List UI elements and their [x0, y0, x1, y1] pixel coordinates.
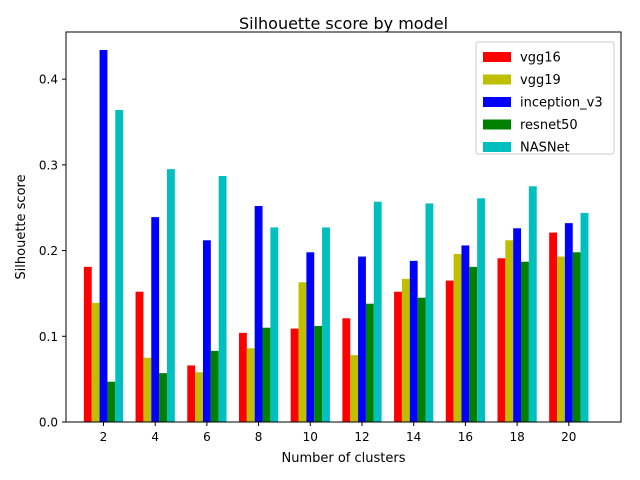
bar-vgg16-20 — [549, 232, 558, 422]
legend-swatch — [483, 97, 511, 107]
bar-resnet50-20 — [572, 252, 581, 422]
bar-vgg16-14 — [394, 291, 402, 422]
bar-nasnet-4 — [166, 169, 175, 422]
bar-nasnet-8 — [270, 227, 279, 422]
legend: vgg16 vgg19 inception_v3 resnet50 NASNet — [475, 41, 615, 156]
y-tick-label: 0.1 — [39, 330, 58, 344]
bar-vgg19-18 — [505, 240, 514, 422]
legend-label: NASNet — [520, 141, 570, 156]
bar-vgg19-6 — [195, 372, 203, 422]
bar-nasnet-14 — [425, 203, 434, 422]
x-tick-label: 16 — [458, 430, 473, 444]
legend-label: vgg19 — [520, 73, 561, 88]
bar-inception-v3-16 — [461, 245, 470, 422]
x-axis-label: Number of clusters — [281, 451, 405, 466]
bar-vgg16-6 — [187, 365, 196, 422]
bar-vgg16-2 — [83, 266, 92, 422]
y-tick-label: 0.4 — [39, 73, 58, 87]
bar-resnet50-10 — [314, 326, 323, 422]
bar-resnet50-12 — [365, 303, 374, 422]
bar-vgg19-8 — [246, 348, 255, 422]
bar-vgg16-4 — [135, 291, 144, 422]
x-axis: 2 4 6 8 10 12 14 16 18 20 — [100, 422, 576, 444]
legend-swatch — [483, 74, 511, 85]
y-axis: 0.0 0.1 0.2 0.3 0.4 — [39, 73, 66, 430]
bar-vgg19-10 — [298, 282, 307, 422]
legend-swatch — [483, 52, 511, 62]
chart-title: Silhouette score by model — [239, 14, 448, 33]
plot-frame — [65, 31, 622, 423]
y-axis-label: Silhouette score — [14, 174, 29, 279]
legend-swatch — [483, 142, 511, 152]
bar-nasnet-2 — [115, 110, 124, 422]
bar-inception-v3-12 — [358, 256, 366, 422]
bar-inception-v3-2 — [99, 50, 108, 422]
x-tick-label: 2 — [100, 430, 108, 444]
x-tick-label: 20 — [561, 430, 576, 444]
x-tick-label: 6 — [203, 430, 211, 444]
bar-resnet50-8 — [262, 327, 271, 422]
legend-swatch — [483, 119, 511, 130]
bar-resnet50-18 — [521, 261, 529, 422]
bar-vgg16-12 — [342, 318, 351, 422]
x-tick-label: 10 — [303, 430, 318, 444]
bar-vgg19-12 — [350, 355, 359, 422]
x-tick-label: 8 — [255, 430, 263, 444]
y-tick-label: 0.2 — [39, 244, 58, 258]
bar-nasnet-6 — [218, 176, 227, 422]
bar-inception-v3-10 — [306, 252, 315, 422]
bar-vgg19-20 — [557, 256, 565, 422]
bar-inception-v3-8 — [254, 206, 263, 422]
bar-inception-v3-14 — [409, 260, 418, 422]
bars-layer — [83, 50, 589, 422]
bar-resnet50-4 — [159, 373, 167, 422]
bar-vgg19-14 — [401, 278, 410, 422]
legend-label: inception_v3 — [520, 96, 603, 111]
bar-vgg16-16 — [445, 280, 454, 422]
bar-nasnet-10 — [322, 227, 330, 422]
bar-vgg19-16 — [453, 254, 462, 422]
x-tick-label: 4 — [151, 430, 159, 444]
bar-nasnet-12 — [373, 201, 382, 422]
x-tick-label: 14 — [406, 430, 421, 444]
legend-label: resnet50 — [520, 118, 578, 133]
bar-vgg16-8 — [238, 332, 247, 422]
bar-inception-v3-6 — [202, 240, 211, 422]
bar-inception-v3-20 — [564, 223, 573, 422]
bar-inception-v3-4 — [151, 217, 160, 422]
bar-nasnet-18 — [528, 186, 537, 422]
y-tick-label: 0.3 — [39, 158, 58, 172]
x-tick-label: 18 — [509, 430, 524, 444]
bar-resnet50-14 — [417, 297, 426, 422]
x-tick-label: 12 — [354, 430, 369, 444]
bar-resnet50-16 — [469, 266, 478, 422]
bar-resnet50-2 — [107, 381, 116, 422]
bar-nasnet-16 — [477, 198, 486, 422]
bar-nasnet-20 — [580, 212, 589, 422]
bar-inception-v3-18 — [513, 228, 522, 422]
bar-vgg19-2 — [91, 302, 100, 422]
bar-vgg16-10 — [290, 328, 299, 422]
legend-label: vgg16 — [520, 51, 561, 66]
bar-vgg16-18 — [497, 258, 506, 422]
bar-vgg19-4 — [143, 357, 152, 422]
bar-resnet50-6 — [210, 350, 219, 422]
y-tick-label: 0.0 — [39, 416, 58, 430]
